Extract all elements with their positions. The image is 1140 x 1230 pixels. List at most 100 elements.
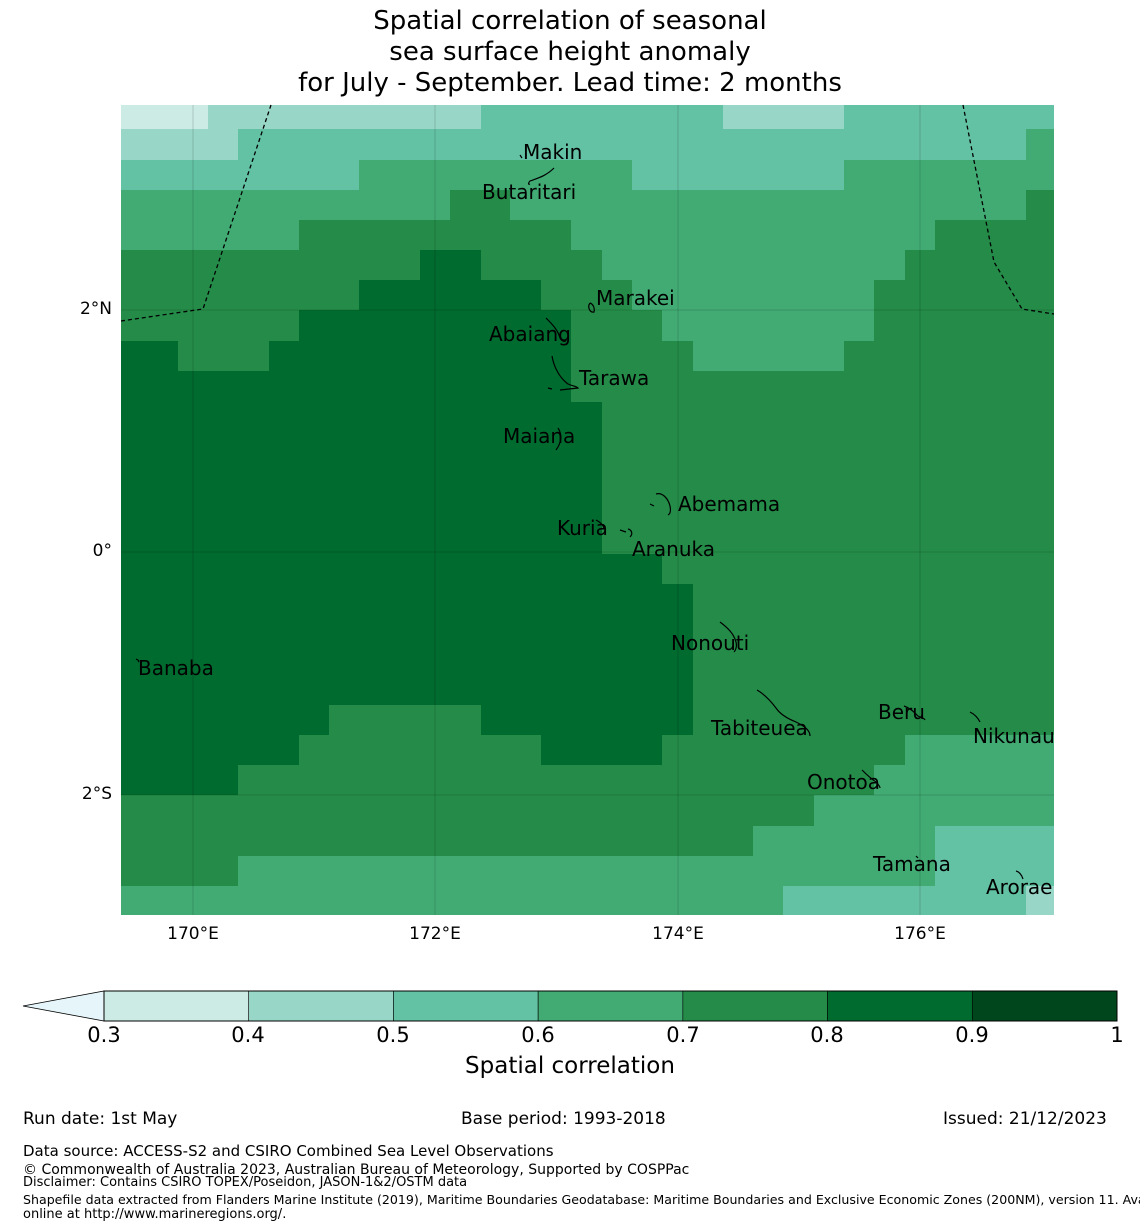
coast-abemama [655, 493, 671, 516]
cell-band [693, 341, 844, 371]
place-label-tarawa: Tarawa [579, 366, 650, 390]
cell-band [1026, 886, 1054, 915]
cell-band [450, 190, 510, 220]
coast-beru [903, 705, 926, 721]
issued-date: Issued: 21/12/2023 [943, 1109, 1107, 1129]
place-label-butaritari: Butaritari [482, 180, 577, 204]
cell-band [359, 160, 632, 190]
place-label-aranuka: Aranuka [632, 537, 715, 561]
cell-band [121, 735, 299, 765]
cell-band [844, 160, 1054, 190]
colorbar-swatch [682, 990, 828, 1022]
cell-band [299, 220, 571, 250]
coast-abaiang [545, 317, 567, 342]
cell-band [269, 341, 571, 371]
coast-kuria [595, 519, 605, 529]
cell-band [208, 105, 481, 129]
coast-makin [519, 154, 523, 159]
cell-band [420, 250, 481, 280]
data-source: Data source: ACCESS-S2 and CSIRO Combine… [23, 1142, 554, 1160]
cell-band [121, 584, 693, 705]
colorbar-swatch [971, 990, 1118, 1022]
coast-aranuka [619, 528, 633, 538]
place-label-onotoa: Onotoa [807, 770, 880, 794]
title-line-2: sea surface height anomaly [389, 37, 751, 67]
place-label-arorae: Arorae [986, 875, 1053, 899]
cell-band [723, 105, 844, 129]
colorbar-tick-5: 0.8 [810, 1023, 844, 1047]
place-label-beru: Beru [878, 700, 925, 724]
cell-band [753, 826, 935, 856]
cell-band [905, 735, 1054, 795]
cell-band [121, 160, 359, 190]
disclaimer: Disclaimer: Contains CSIRO TOPEX/Poseido… [23, 1175, 468, 1190]
title-line-3: for July - September. Lead time: 2 month… [298, 68, 842, 98]
colorbar-tick-6: 0.9 [955, 1023, 989, 1047]
place-label-maiana: Maiana [503, 424, 576, 448]
place-label-nikunau: Nikunau [973, 724, 1055, 748]
lat-tick-0: 0° [92, 541, 112, 561]
cell-band [481, 705, 693, 735]
colorbar-extend-arrow [22, 990, 105, 1022]
coast-nonouti [719, 621, 737, 653]
cell-band [121, 886, 783, 915]
colorbar-label: Spatial correlation [465, 1053, 675, 1079]
lat-tick-2s: 2°S [81, 784, 112, 804]
coast-marakei [588, 302, 595, 313]
lat-tick-2n: 2°N [79, 299, 112, 319]
cell-band [121, 190, 450, 220]
place-label-tamana: Tamana [873, 852, 951, 876]
colorbar-swatches [103, 990, 1118, 1022]
cell-band [359, 280, 541, 310]
cell-band [874, 765, 905, 795]
cell-band [602, 250, 905, 280]
graticule [121, 105, 1054, 915]
colorbar-swatch [248, 990, 394, 1022]
place-label-tabiteuea: Tabiteuea [711, 716, 808, 740]
cell-band [121, 402, 602, 554]
cell-band [571, 220, 935, 250]
cell-band [632, 160, 844, 190]
coast-maiana [555, 427, 562, 451]
lon-tick-174e: 174°E [652, 924, 704, 944]
lon-tick-172e: 172°E [409, 924, 461, 944]
place-label-makin: Makin [523, 140, 583, 164]
coastlines [135, 154, 1024, 880]
cell-band [121, 554, 662, 584]
colorbar-tick-4: 0.7 [666, 1023, 700, 1047]
base-period: Base period: 1993-2018 [461, 1109, 666, 1129]
coast-tarawa [551, 355, 580, 391]
eez-boundaries [120, 104, 1055, 322]
cell-band [299, 310, 571, 341]
cell-band [121, 341, 178, 371]
cell-band [121, 220, 299, 250]
run-date: Run date: 1st May [23, 1109, 178, 1129]
cell-band [874, 856, 935, 886]
cell-band [783, 886, 1026, 915]
cell-band [632, 280, 874, 310]
colorbar-tick-7: 1 [1110, 1023, 1124, 1047]
coast-tamana [915, 855, 919, 859]
correlation-map [120, 104, 1055, 915]
colorbar-frame [103, 990, 1118, 1022]
coast-banaba [135, 658, 140, 663]
colorbar-tick-2: 0.5 [376, 1023, 410, 1047]
colorbar-swatch [103, 990, 250, 1022]
lon-tick-170e: 170°E [167, 924, 219, 944]
lon-tick-176e: 176°E [894, 924, 946, 944]
map-title: Spatial correlation of seasonal sea surf… [0, 6, 1140, 99]
cell-band [510, 190, 1026, 220]
cell-band [541, 735, 662, 765]
copyright: © Commonwealth of Australia 2023, Austra… [23, 1162, 690, 1178]
cell-band [121, 105, 208, 129]
coast-abemama-2 [649, 503, 655, 507]
cell-band [1026, 129, 1054, 160]
cell-band [121, 765, 238, 795]
cell-band [238, 856, 874, 886]
cell-band [121, 705, 329, 735]
coast-tabiteuea [756, 689, 811, 737]
coast-nikunau [969, 711, 981, 723]
coast-arorae [1015, 870, 1024, 880]
coast-onotoa [861, 769, 881, 789]
title-line-1: Spatial correlation of seasonal [373, 6, 767, 36]
